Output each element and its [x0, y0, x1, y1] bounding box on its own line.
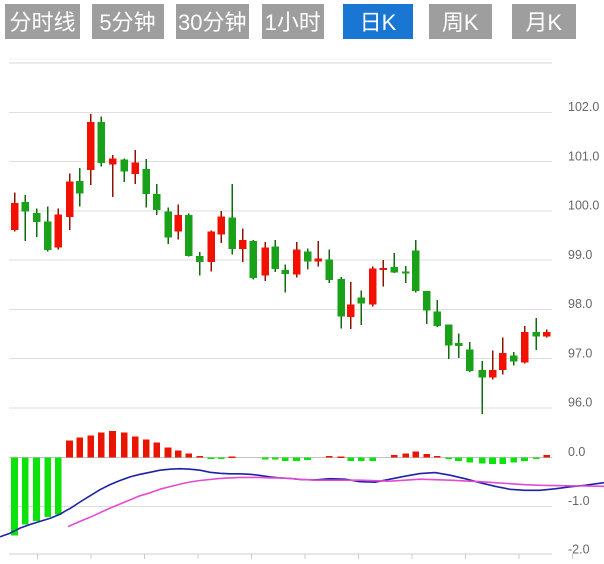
svg-text:101.0: 101.0: [568, 149, 599, 163]
svg-text:100.0: 100.0: [568, 199, 599, 213]
svg-text:98.0: 98.0: [568, 297, 592, 311]
svg-text:97.0: 97.0: [568, 346, 592, 360]
svg-text:-2.0: -2.0: [568, 543, 590, 557]
svg-text:99.0: 99.0: [568, 248, 592, 262]
svg-text:-1.0: -1.0: [568, 494, 590, 508]
svg-text:96.0: 96.0: [568, 396, 592, 410]
svg-text:102.0: 102.0: [568, 100, 599, 114]
svg-text:0.0: 0.0: [568, 445, 585, 459]
